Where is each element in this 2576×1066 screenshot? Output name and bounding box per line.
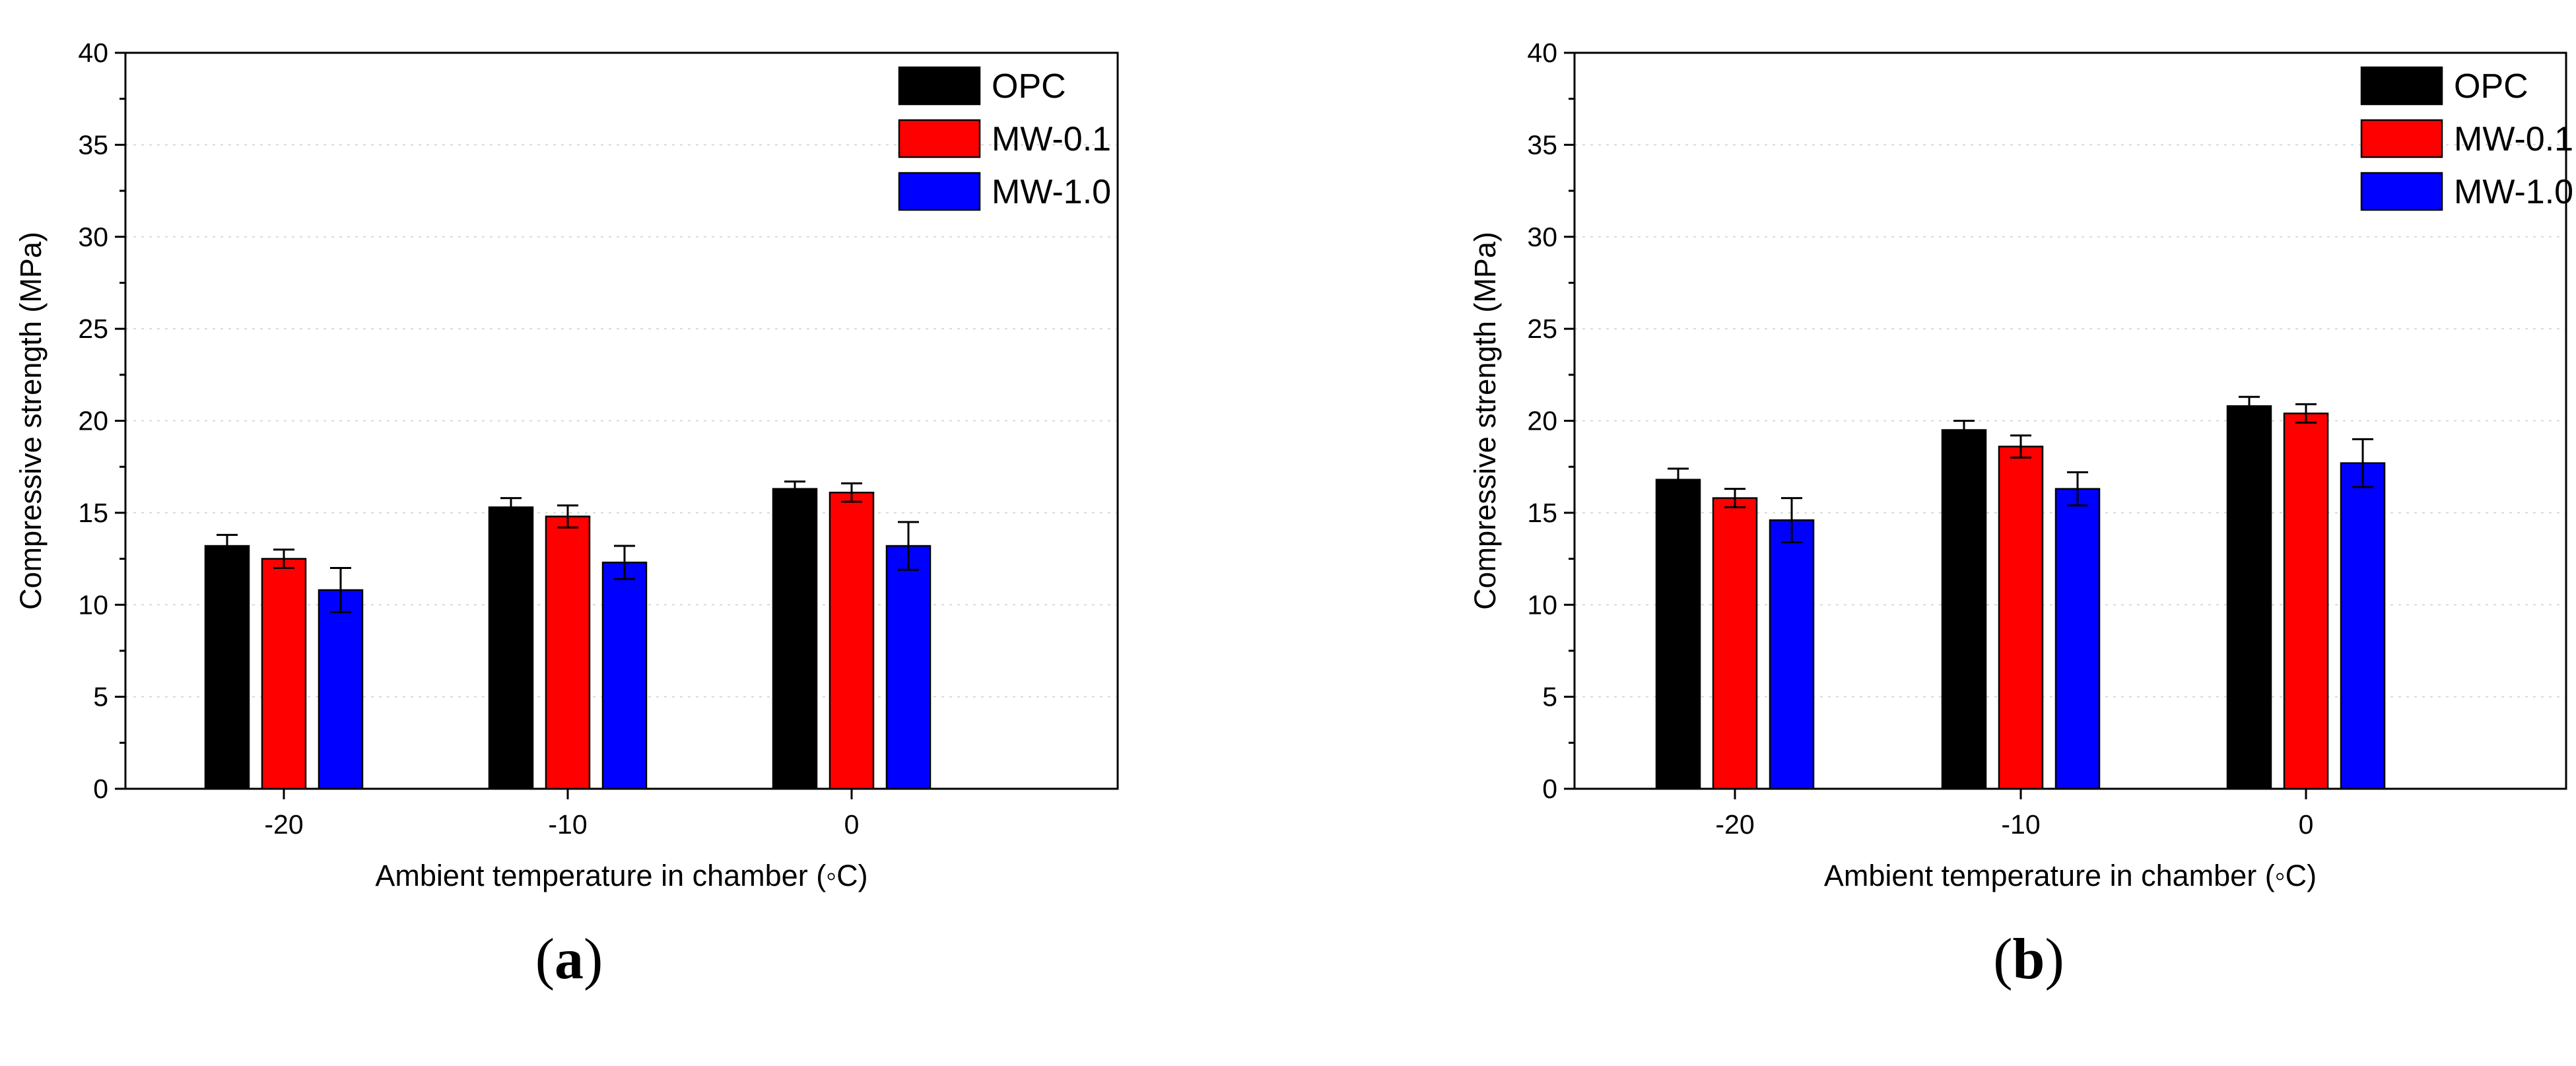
x-tick-label: 0 bbox=[844, 809, 860, 840]
panel-label-b: (b) bbox=[1993, 927, 2064, 991]
legend-swatch bbox=[2360, 66, 2443, 106]
bar bbox=[318, 589, 364, 790]
bar bbox=[1769, 519, 1815, 790]
y-tick-label: 15 bbox=[1527, 498, 1557, 528]
y-tick-label: 10 bbox=[78, 589, 108, 620]
y-tick-label: 10 bbox=[1527, 589, 1557, 620]
chart-panel-a: 0 5 10 15 20 25 30 35 40 -20 -10 0 Ambient temperatu… bbox=[14, 38, 1119, 892]
y-tick-label: 0 bbox=[1542, 774, 1557, 804]
bar bbox=[2283, 413, 2329, 790]
bar bbox=[1941, 429, 1987, 790]
bar bbox=[488, 506, 534, 790]
y-tick-label: 35 bbox=[1527, 129, 1557, 160]
y-tick-label: 15 bbox=[78, 498, 108, 528]
bar bbox=[772, 488, 818, 790]
bar bbox=[2340, 462, 2386, 790]
x-axis-title: Ambient temperature in chamber (◦C) bbox=[1824, 859, 2317, 892]
bar bbox=[1655, 479, 1701, 790]
y-tick-label: 25 bbox=[1527, 314, 1557, 344]
bar bbox=[1712, 497, 1758, 790]
legend-label: OPC bbox=[992, 67, 1066, 106]
legend-label: MW-0.1 bbox=[992, 120, 1111, 158]
bar bbox=[1998, 446, 2044, 790]
bar bbox=[545, 516, 591, 790]
bar bbox=[2226, 405, 2272, 790]
y-tick-label: 40 bbox=[78, 38, 108, 68]
legend-label: MW-0.1 bbox=[2454, 120, 2573, 158]
y-tick-label: 5 bbox=[93, 682, 108, 712]
y-tick-label: 5 bbox=[1542, 682, 1557, 712]
bar bbox=[829, 491, 875, 790]
panel-label-a: (a) bbox=[535, 927, 603, 991]
legend-swatch bbox=[2360, 172, 2443, 211]
legend-swatch bbox=[898, 172, 981, 211]
x-tick-label: -10 bbox=[548, 809, 587, 840]
x-tick-label: 0 bbox=[2299, 809, 2314, 840]
legend-swatch bbox=[898, 66, 981, 106]
legend-label: MW-1.0 bbox=[2454, 173, 2573, 211]
y-tick-label: 40 bbox=[1527, 38, 1557, 68]
bar bbox=[885, 545, 932, 790]
bar bbox=[601, 561, 648, 790]
legend-label: OPC bbox=[2454, 67, 2528, 106]
x-tick-label: -10 bbox=[2001, 809, 2040, 840]
y-axis-title: Compressive strength (MPa) bbox=[1468, 232, 1502, 610]
chart-panel-b: 0 5 10 15 20 25 30 35 40 -20 -10 0 Ambient temperatu… bbox=[1468, 38, 2573, 892]
y-tick-label: 25 bbox=[78, 314, 108, 344]
y-tick-label: 30 bbox=[78, 222, 108, 252]
bar bbox=[204, 545, 250, 790]
bar bbox=[261, 558, 307, 790]
bar bbox=[2054, 488, 2101, 790]
y-tick-label: 20 bbox=[1527, 406, 1557, 436]
y-tick-label: 20 bbox=[78, 406, 108, 436]
x-tick-label: -20 bbox=[264, 809, 303, 840]
y-tick-label: 0 bbox=[93, 774, 108, 804]
legend-swatch bbox=[898, 119, 981, 158]
legend-label: MW-1.0 bbox=[992, 173, 1111, 211]
legend-swatch bbox=[2360, 119, 2443, 158]
y-tick-label: 30 bbox=[1527, 222, 1557, 252]
y-tick-label: 35 bbox=[78, 129, 108, 160]
x-axis-title: Ambient temperature in chamber (◦C) bbox=[375, 859, 867, 892]
x-tick-label: -20 bbox=[1715, 809, 1754, 840]
y-axis-title: Compressive strength (MPa) bbox=[14, 232, 48, 610]
